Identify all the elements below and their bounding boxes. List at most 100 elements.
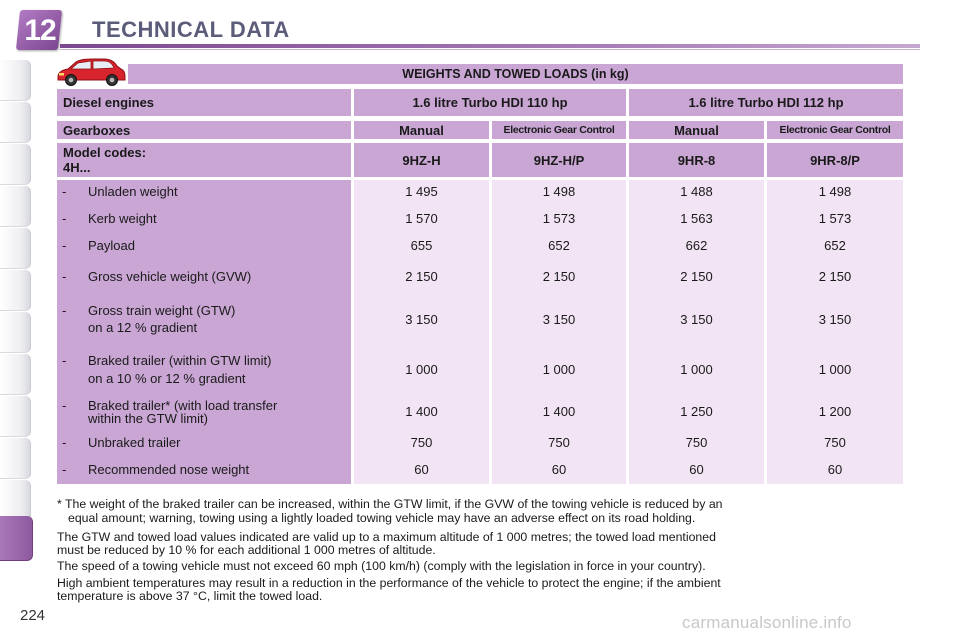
table-cell: 1 000 bbox=[542, 362, 576, 377]
gearbox-header: Manual bbox=[629, 121, 764, 139]
altitude-note-line: must be reduced by 10 % for each additio… bbox=[57, 543, 436, 557]
row-dash: - bbox=[62, 435, 67, 450]
model-code-header: 9HZ-H/P bbox=[492, 143, 626, 177]
table-cell: 1 000 bbox=[680, 362, 713, 377]
row-label-text: Braked trailer* (with load transfer bbox=[88, 398, 278, 413]
table-cell: 750 bbox=[685, 435, 708, 450]
row-label-text: Payload bbox=[88, 238, 135, 253]
section-tab[interactable] bbox=[0, 228, 31, 269]
section-tab[interactable] bbox=[0, 438, 31, 479]
gearboxes-label: Gearboxes bbox=[57, 121, 351, 139]
table-cell: 60 bbox=[689, 462, 704, 477]
section-tab[interactable] bbox=[0, 186, 31, 227]
model-codes-label-line: Model codes: bbox=[63, 145, 147, 160]
footnote-star: * bbox=[57, 497, 62, 511]
page-number: 224 bbox=[20, 607, 46, 624]
model-code-header: 9HR-8 bbox=[629, 143, 764, 177]
section-tab[interactable] bbox=[0, 480, 31, 521]
row-dash: - bbox=[62, 184, 67, 199]
model-code-header: 9HZ-H bbox=[354, 143, 489, 177]
table-cell: 1 495 bbox=[405, 184, 438, 199]
table-cell: 652 bbox=[824, 238, 846, 253]
footnote-continuation: equal amount; warning, towing using a li… bbox=[68, 511, 696, 525]
temperature-note-line: High ambient temperatures may result in … bbox=[57, 576, 721, 590]
value-column bbox=[629, 180, 764, 484]
row-label-text: Gross vehicle weight (GVW) bbox=[88, 269, 252, 284]
table-cell: 1 498 bbox=[818, 184, 852, 199]
table-cell: 1 498 bbox=[542, 184, 576, 199]
row-dash: - bbox=[62, 303, 67, 318]
row-dash: - bbox=[62, 398, 67, 413]
table-cell: 662 bbox=[685, 238, 708, 253]
table-cell: 1 000 bbox=[405, 362, 438, 377]
section-tab[interactable] bbox=[0, 354, 31, 395]
row-dash: - bbox=[62, 269, 67, 284]
section-tab[interactable] bbox=[0, 312, 31, 353]
row-label-text: Kerb weight bbox=[88, 211, 157, 226]
engine-1-header: 1.6 litre Turbo HDI 110 hp bbox=[354, 89, 626, 116]
section-tab[interactable] bbox=[0, 144, 31, 185]
gearbox-header: Electronic Gear Control bbox=[767, 121, 903, 139]
section-tab[interactable] bbox=[0, 60, 31, 101]
table-cell: 750 bbox=[410, 435, 433, 450]
table-cell: 60 bbox=[414, 462, 429, 477]
table-cell: 1 488 bbox=[680, 184, 713, 199]
table-cell: 1 400 bbox=[542, 404, 576, 419]
table-cell: 3 150 bbox=[405, 312, 438, 327]
engine-2-header: 1.6 litre Turbo HDI 112 hp bbox=[629, 89, 903, 116]
gearbox-header: Manual bbox=[354, 121, 489, 139]
row-dash: - bbox=[62, 462, 67, 477]
car-icon bbox=[57, 58, 126, 86]
watermark: carmanualsonline.info bbox=[682, 613, 852, 632]
value-column bbox=[354, 180, 489, 484]
engines-label: Diesel engines bbox=[57, 89, 351, 116]
model-code-header: 9HR-8/P bbox=[767, 143, 903, 177]
section-tab-active[interactable] bbox=[0, 516, 33, 561]
table-cell: 1 200 bbox=[818, 404, 852, 419]
row-label-text: Recommended nose weight bbox=[88, 462, 250, 477]
table-cell: 60 bbox=[827, 462, 843, 477]
row-label-column bbox=[57, 180, 351, 484]
temperature-note-line: temperature is above 37 °C, limit the to… bbox=[57, 589, 323, 603]
page-title: TECHNICAL DATA bbox=[92, 17, 290, 42]
row-label-text: Gross train weight (GTW) bbox=[88, 303, 236, 318]
table-cell: 1 000 bbox=[818, 362, 852, 377]
row-dash: - bbox=[62, 353, 67, 368]
row-label-text: Braked trailer (within GTW limit) bbox=[88, 353, 272, 368]
section-tab[interactable] bbox=[0, 270, 31, 311]
footnote: * The weight of the braked trailer can b… bbox=[57, 497, 905, 511]
table-cell: 60 bbox=[551, 462, 567, 477]
table-cell: 652 bbox=[548, 238, 570, 253]
table-cell: 655 bbox=[410, 238, 433, 253]
row-label-text: on a 10 % or 12 % gradient bbox=[88, 371, 246, 386]
model-codes-label: Model codes: 4H... bbox=[57, 143, 351, 177]
gearbox-header: Electronic Gear Control bbox=[492, 121, 626, 139]
table-cell: 3 150 bbox=[818, 312, 852, 327]
table-cell: 750 bbox=[548, 435, 570, 450]
row-label-text: Unladen weight bbox=[88, 184, 178, 199]
table-cell: 3 150 bbox=[680, 312, 713, 327]
table-cell: 2 150 bbox=[405, 269, 438, 284]
table-cell: 2 150 bbox=[818, 269, 852, 284]
footnote-text: The weight of the braked trailer can be … bbox=[65, 497, 723, 511]
altitude-note-line: The GTW and towed load values indicated … bbox=[57, 530, 716, 544]
row-dash: - bbox=[62, 211, 67, 226]
table-cell: 1 250 bbox=[680, 404, 713, 419]
model-codes-label-line: 4H... bbox=[63, 160, 91, 175]
section-tab[interactable] bbox=[0, 102, 31, 143]
value-column bbox=[767, 180, 903, 484]
table-cell: 1 573 bbox=[542, 211, 576, 226]
value-column bbox=[492, 180, 626, 484]
chapter-number: 12 bbox=[24, 14, 56, 47]
speed-note: The speed of a towing vehicle must not e… bbox=[57, 559, 706, 573]
row-label-text: within the GTW limit) bbox=[88, 411, 208, 426]
table-cell: 750 bbox=[824, 435, 846, 450]
table-cell: 1 570 bbox=[405, 211, 438, 226]
row-dash: - bbox=[62, 238, 67, 253]
row-label-text: Unbraked trailer bbox=[88, 435, 181, 450]
header-rule-thin bbox=[60, 49, 920, 50]
row-label-text: on a 12 % gradient bbox=[88, 320, 198, 335]
table-cell: 3 150 bbox=[542, 312, 576, 327]
section-tab-strip bbox=[0, 0, 34, 640]
section-tab[interactable] bbox=[0, 396, 31, 437]
